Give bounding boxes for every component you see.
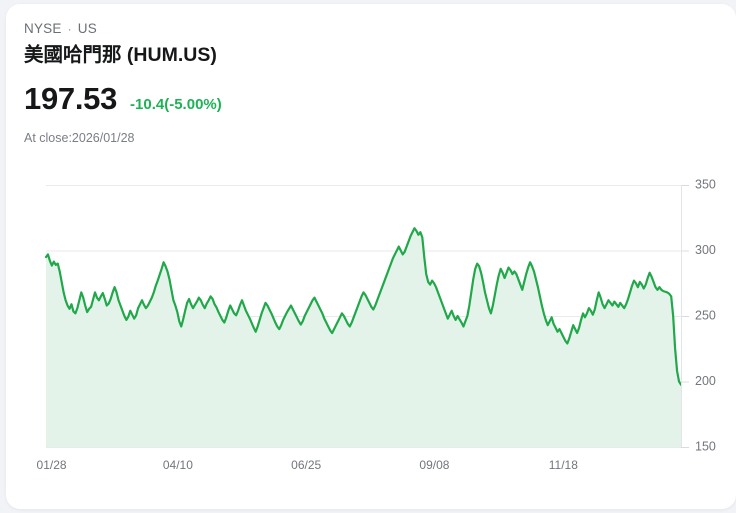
price-line-path — [44, 227, 683, 386]
x-axis-tick-label: 06/25 — [291, 458, 321, 472]
separator-dot: · — [67, 22, 72, 36]
area-fill-path — [46, 228, 681, 447]
x-axis-tick-label: 04/10 — [163, 458, 193, 472]
exchange-label: NYSE — [24, 21, 62, 36]
region-label: US — [77, 21, 97, 36]
x-axis-labels: 01/28 04/10 06/25 09/08 11/18 — [37, 458, 579, 472]
y-axis-tick-label: 250 — [695, 308, 716, 322]
price-chart[interactable]: 350 300 250 200 150 01/28 04/10 06/25 09/08 11/1… — [6, 169, 736, 479]
y-axis-labels: 350 300 250 200 150 — [695, 177, 716, 453]
market-status: At close:2026/01/28 — [24, 131, 135, 145]
y-axis-tick-label: 200 — [695, 374, 716, 388]
y-axis-tick-label: 350 — [695, 177, 716, 191]
price-change: -10.4(-5.00%) — [130, 96, 222, 113]
price-chart-svg[interactable]: 350 300 250 200 150 01/28 04/10 06/25 09/08 11/1… — [6, 169, 736, 479]
price-row: 197.53 -10.4(-5.00%) — [24, 81, 664, 117]
y-axis-tick-label: 150 — [695, 439, 716, 453]
exchange-row: NYSE · US — [24, 20, 664, 38]
current-price: 197.53 — [24, 81, 118, 116]
stock-quote-card: NYSE · US 美國哈門那 (HUM.US) 197.53 -10.4(-5… — [6, 4, 736, 509]
chart-line — [44, 227, 683, 386]
x-axis-tick-label: 01/28 — [37, 458, 67, 472]
chart-area-fill — [46, 228, 681, 447]
page-title: 美國哈門那 (HUM.US) — [24, 44, 217, 66]
x-axis-tick-label: 09/08 — [419, 458, 449, 472]
quote-header: NYSE · US 美國哈門那 (HUM.US) 197.53 -10.4(-5… — [24, 20, 664, 146]
y-axis-tick-label: 300 — [695, 243, 716, 257]
x-axis-tick-label: 11/18 — [549, 458, 578, 472]
